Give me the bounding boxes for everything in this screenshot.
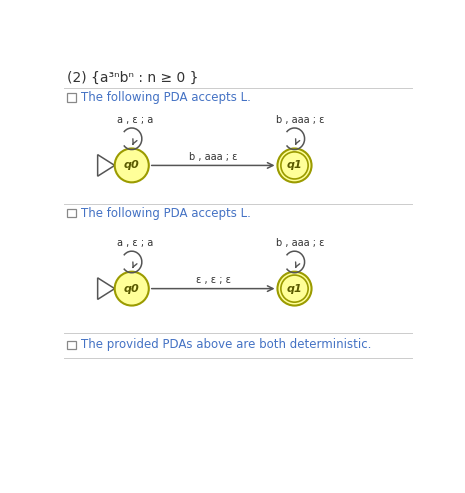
Text: q1: q1 (286, 160, 302, 171)
Text: ε , ε ; ε: ε , ε ; ε (196, 275, 231, 285)
Text: q0: q0 (124, 160, 140, 171)
Text: a , ε ; a: a , ε ; a (117, 115, 153, 125)
Text: q1: q1 (286, 283, 302, 294)
Text: q0: q0 (124, 283, 140, 294)
Text: b , aaa ; ε: b , aaa ; ε (277, 115, 325, 125)
Text: a , ε ; a: a , ε ; a (117, 238, 153, 248)
Text: (2) {a³ⁿbⁿ : n ≥ 0 }: (2) {a³ⁿbⁿ : n ≥ 0 } (67, 70, 199, 85)
Text: The provided PDAs above are both deterministic.: The provided PDAs above are both determi… (81, 338, 372, 352)
Circle shape (115, 148, 149, 182)
Text: b , aaa ; ε: b , aaa ; ε (277, 238, 325, 248)
Text: The following PDA accepts L.: The following PDA accepts L. (81, 91, 251, 104)
FancyBboxPatch shape (67, 209, 76, 217)
FancyBboxPatch shape (67, 94, 76, 102)
Text: The following PDA accepts L.: The following PDA accepts L. (81, 207, 251, 220)
Circle shape (115, 272, 149, 306)
FancyBboxPatch shape (67, 341, 76, 349)
Text: b , aaa ; ε: b , aaa ; ε (189, 151, 237, 162)
Circle shape (278, 272, 312, 306)
Circle shape (278, 148, 312, 182)
